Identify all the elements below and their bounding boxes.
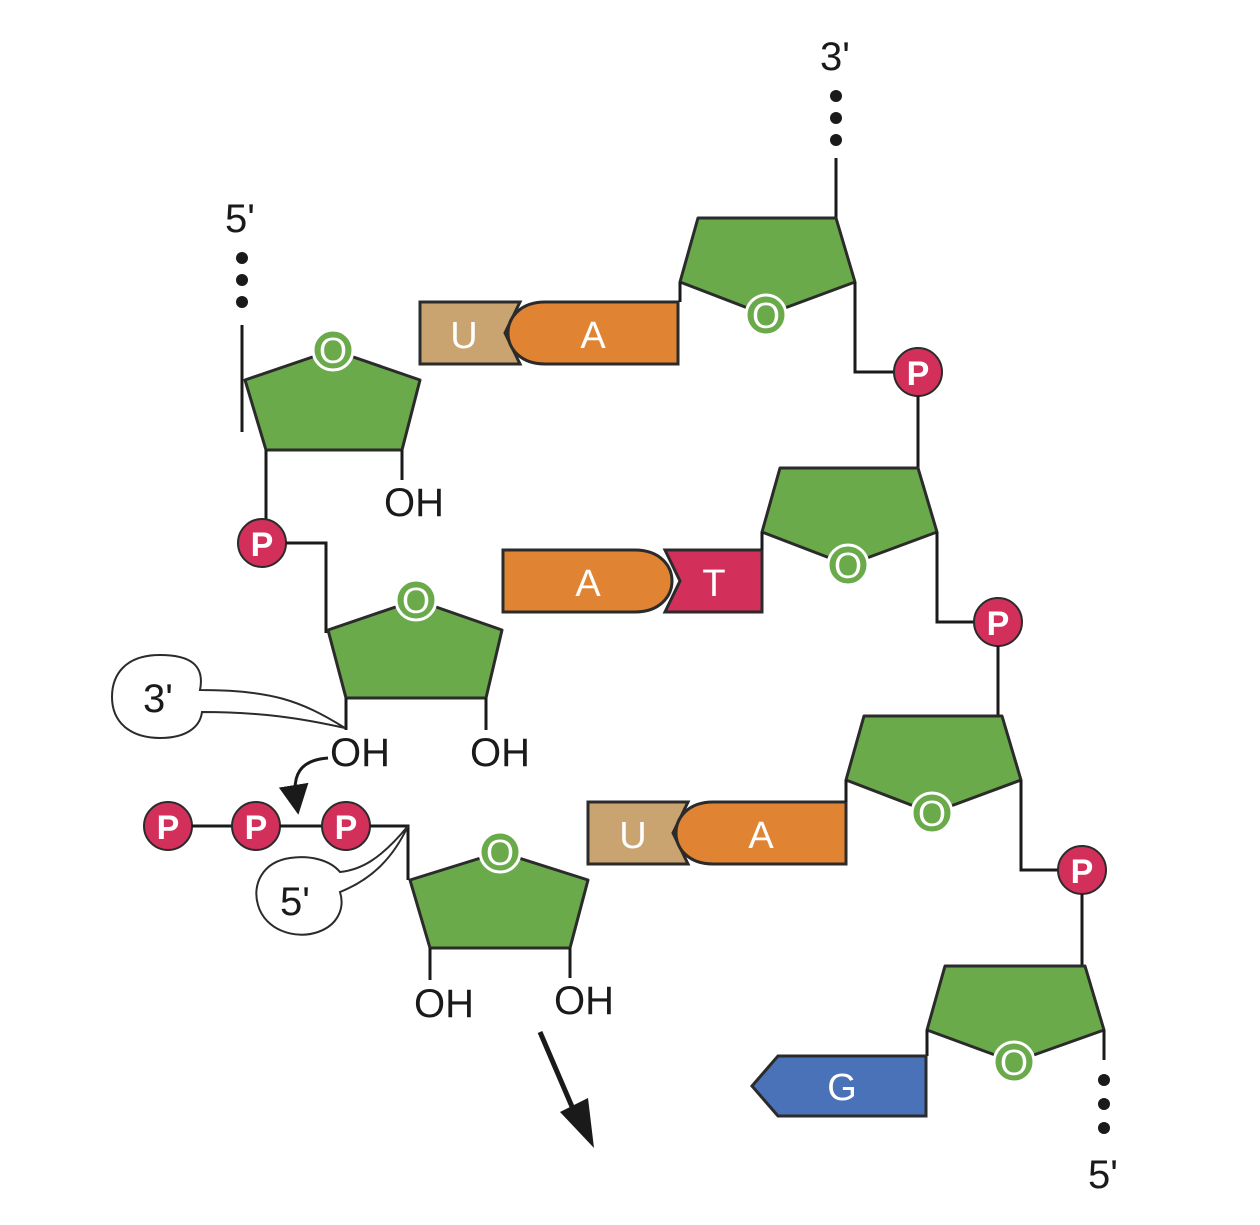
phosphate-label: P (335, 809, 358, 847)
strand-label-3prime-top-right: 3' (820, 35, 850, 79)
hydroxyl-label: OH (414, 982, 474, 1026)
base-label: U (450, 315, 477, 357)
ring-oxygen-bg (992, 1040, 1036, 1084)
base-label: A (748, 815, 774, 857)
callout-bubble-5prime (255, 825, 409, 936)
base-label: T (702, 563, 725, 605)
ring-oxygen-label: O (834, 545, 862, 586)
ring-oxygen-bg (744, 293, 788, 337)
phosphate-label: P (1071, 853, 1094, 891)
backbone-bond (286, 541, 328, 633)
callout-label-3prime: 3' (143, 677, 173, 721)
phosphate-label: P (251, 526, 274, 564)
backbone-bond (1019, 780, 1058, 872)
phosphate-label: P (245, 809, 268, 847)
continuation-dots-bottom-right (1098, 1074, 1110, 1134)
base-adenine-1 (506, 300, 680, 366)
callout-label-5prime: 5' (280, 880, 310, 924)
base-label: A (580, 315, 606, 357)
hydroxyl-label: OH (554, 979, 614, 1023)
phosphate-label: P (157, 809, 180, 847)
ring-oxygen-label: O (1000, 1042, 1028, 1083)
ring-oxygen-bg (478, 830, 522, 874)
direction-arrow-head (560, 1098, 594, 1148)
phosphate-label: P (987, 605, 1010, 643)
strand-label-5prime-top-left: 5' (225, 197, 255, 241)
continuation-dots-top-right (830, 90, 842, 146)
ring-oxygen-label: O (402, 580, 430, 621)
ring-oxygen-bg (394, 578, 438, 622)
nucleophilic-attack-arrow (278, 756, 329, 815)
continuation-dots-top-left (236, 252, 248, 308)
base-thymine-2 (662, 548, 764, 614)
backbone-bond (935, 532, 974, 624)
base-label: G (827, 1067, 857, 1109)
strand-label-5prime-bottom-right: 5' (1088, 1153, 1118, 1197)
ring-oxygen-label: O (319, 330, 347, 371)
backbone-bond (853, 282, 894, 374)
base-adenine-2 (501, 548, 674, 614)
ring-oxygen-bg (311, 328, 355, 372)
ring-oxygen-bg (826, 543, 870, 587)
callout-bubble-3prime (110, 653, 346, 740)
base-adenine-3 (674, 800, 848, 866)
ring-oxygen-label: O (918, 793, 946, 834)
base-guanine (750, 1054, 928, 1118)
ring-oxygen-label: O (486, 832, 514, 873)
base-label: A (575, 563, 601, 605)
ring-oxygen-label: O (752, 295, 780, 336)
phosphate-label: P (907, 355, 930, 393)
base-label: U (619, 815, 646, 857)
hydroxyl-label: OH (470, 731, 530, 775)
ring-oxygen-bg (910, 791, 954, 835)
hydroxyl-label-3prime: OH (330, 731, 390, 775)
hydroxyl-label: OH (384, 481, 444, 525)
